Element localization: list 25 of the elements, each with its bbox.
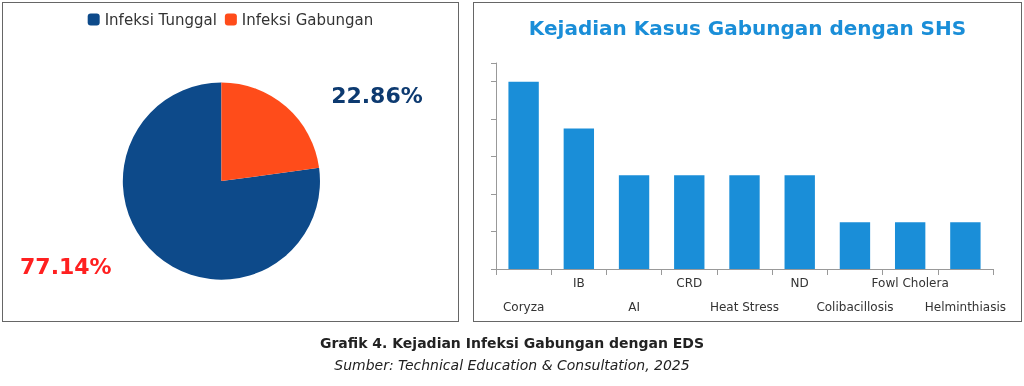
chart-title: Kejadian Kasus Gabungan dengan SHS [528,16,967,40]
x-tick-label: ND [790,276,809,290]
text: Sumber: Technical Education & Consultation, 2025 [333,356,691,375]
bar [508,81,539,269]
bar [618,175,650,269]
x-tick-label: Coryza [502,300,545,314]
x-tick-label: Fowl Cholera [871,276,949,290]
data-label: 22.86% [331,83,423,109]
bar [674,175,705,269]
bar [784,175,815,269]
x-tick-label: Helminthiasis [924,300,1006,314]
text: Grafik 4. Kejadian Infeksi Gabungan dengan EDS [318,334,706,353]
bar [729,175,760,269]
bar [563,128,595,269]
bar [950,222,981,269]
bar [839,222,871,269]
x-tick-label: AI [628,300,640,314]
x-tick-label: CRD [676,276,703,290]
legend-label: Infeksi Gabungan [241,10,374,29]
data-label: 77.14% [20,254,112,280]
x-tick-label: Colibacillosis [816,300,894,314]
bar [894,222,926,269]
legend-label: Infeksi Tunggal [104,10,217,29]
x-tick-label: Heat Stress [709,300,780,314]
x-tick-label: IB [572,276,585,290]
